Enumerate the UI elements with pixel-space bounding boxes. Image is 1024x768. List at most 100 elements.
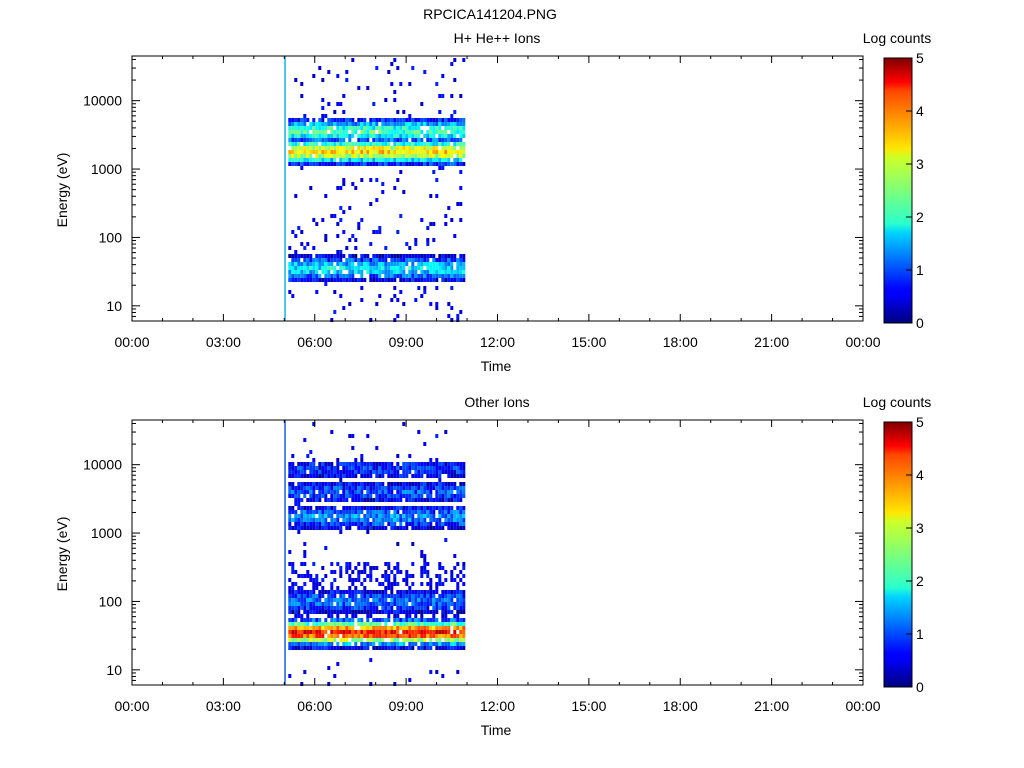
heatmap-cell — [417, 118, 421, 122]
heatmap-cell — [393, 526, 397, 530]
heatmap-cell — [363, 630, 367, 634]
heatmap-cell — [324, 506, 328, 510]
heatmap-cell — [297, 634, 301, 638]
heatmap-cell — [339, 102, 343, 106]
heatmap-cell — [417, 518, 421, 522]
heatmap-cell — [342, 494, 346, 498]
heatmap-cell — [291, 490, 295, 494]
heatmap-cell — [348, 238, 352, 242]
heatmap-cell — [378, 294, 382, 298]
heatmap-cell — [284, 420, 286, 685]
heatmap-cell — [327, 510, 331, 514]
heatmap-cell — [357, 222, 361, 226]
heatmap-cell — [396, 618, 400, 622]
heatmap-cell — [438, 118, 442, 122]
heatmap-cell — [411, 630, 415, 634]
heatmap-cell — [459, 634, 463, 638]
heatmap-cell — [411, 494, 415, 498]
heatmap-cell — [369, 590, 373, 594]
heatmap-cell — [429, 590, 433, 594]
heatmap-cell — [393, 130, 397, 134]
heatmap-cell — [330, 582, 334, 586]
heatmap-cell — [360, 130, 364, 134]
heatmap-cell — [453, 498, 457, 502]
heatmap-cell — [357, 498, 361, 502]
heatmap-cell — [450, 150, 454, 154]
heatmap-cell — [438, 638, 442, 642]
heatmap-cell — [414, 470, 418, 474]
heatmap-cell — [411, 618, 415, 622]
heatmap-cell — [387, 118, 391, 122]
heatmap-cell — [462, 510, 466, 514]
heatmap-cell — [402, 494, 406, 498]
heatmap-cell — [369, 470, 373, 474]
heatmap-cell — [393, 138, 397, 142]
heatmap-cell — [420, 278, 424, 282]
heatmap-cell — [405, 582, 409, 586]
heatmap-cell — [375, 258, 379, 262]
heatmap-cell — [321, 578, 325, 582]
heatmap-cell — [459, 482, 463, 486]
heatmap-cell — [384, 126, 388, 130]
heatmap-cell — [363, 494, 367, 498]
heatmap-cell — [441, 626, 445, 630]
heatmap-cell — [342, 262, 346, 266]
heatmap-cell — [393, 622, 397, 626]
heatmap-cell — [306, 490, 310, 494]
heatmap-cell — [372, 610, 376, 614]
heatmap-cell — [336, 514, 340, 518]
heatmap-cell — [309, 258, 313, 262]
heatmap-cell — [372, 482, 376, 486]
heatmap-cell — [324, 482, 328, 486]
heatmap-cell — [288, 482, 292, 486]
heatmap-cell — [309, 618, 313, 622]
heatmap-cell — [381, 470, 385, 474]
colorbar-tick-label: 1 — [916, 262, 924, 278]
heatmap-cell — [420, 274, 424, 278]
heatmap-cell — [432, 598, 436, 602]
heatmap-cell — [369, 146, 373, 150]
heatmap-cell — [462, 630, 466, 634]
heatmap-cell — [405, 618, 409, 622]
heatmap-cell — [438, 474, 442, 478]
heatmap-cell — [369, 154, 373, 158]
heatmap-cell — [450, 570, 454, 574]
heatmap-cell — [300, 82, 304, 86]
heatmap-cell — [453, 566, 457, 570]
heatmap-cell — [363, 130, 367, 134]
heatmap-cell — [441, 466, 445, 470]
heatmap-cell — [321, 122, 325, 126]
heatmap-cell — [330, 482, 334, 486]
heatmap-cell — [369, 634, 373, 638]
heatmap-cell — [297, 490, 301, 494]
heatmap-cell — [315, 634, 319, 638]
heatmap-cell — [369, 490, 373, 494]
heatmap-cell — [351, 254, 355, 258]
heatmap-cell — [435, 466, 439, 470]
heatmap-cell — [357, 514, 361, 518]
heatmap-cell — [378, 526, 382, 530]
heatmap-cell — [384, 514, 388, 518]
heatmap-cell — [339, 186, 343, 190]
heatmap-cell — [291, 622, 295, 626]
heatmap-cell — [315, 574, 319, 578]
heatmap-cell — [456, 586, 460, 590]
heatmap-cell — [390, 630, 394, 634]
x-tick-label: 21:00 — [754, 334, 789, 350]
heatmap-cell — [393, 598, 397, 602]
heatmap-cell — [336, 522, 340, 526]
heatmap-cell — [414, 158, 418, 162]
heatmap-cell — [303, 138, 307, 142]
heatmap-cell — [402, 462, 406, 466]
heatmap-cell — [441, 262, 445, 266]
heatmap-cell — [459, 258, 463, 262]
heatmap-cell — [339, 526, 343, 530]
heatmap-cell — [456, 126, 460, 130]
heatmap-cell — [351, 618, 355, 622]
heatmap-cell — [414, 622, 418, 626]
heatmap-cell — [393, 506, 397, 510]
heatmap-cell — [435, 130, 439, 134]
heatmap-cell — [384, 622, 388, 626]
x-tick-label: 21:00 — [754, 698, 789, 714]
heatmap-cell — [321, 490, 325, 494]
